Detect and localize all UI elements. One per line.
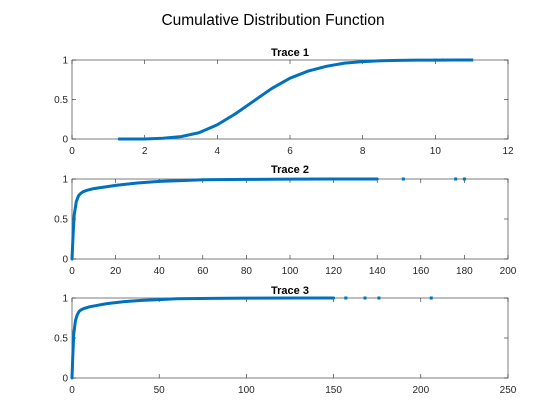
- trace-3-xtick-label: 50: [154, 385, 166, 396]
- trace-3-title: Trace 3: [271, 285, 309, 297]
- trace-1-xtick-label: 4: [215, 146, 221, 157]
- trace-2-data-point: [364, 177, 368, 181]
- trace-2-data-point: [332, 177, 336, 181]
- trace-1-data-point: [470, 58, 474, 62]
- trace-1-xtick-label: 12: [502, 146, 514, 157]
- trace-3-cdf-line: [70, 296, 336, 380]
- trace-3-data-point: [429, 296, 433, 300]
- trace-1-axes-box: [71, 59, 509, 140]
- trace-2-cdf-line: [70, 177, 379, 261]
- trace-1-data-point: [452, 58, 455, 62]
- trace-3-data-point: [377, 296, 381, 300]
- trace-2-data-point: [343, 177, 346, 181]
- trace-1-title: Trace 1: [271, 47, 309, 59]
- trace-2-xtick-label: 0: [69, 266, 75, 277]
- trace-3-data-point: [363, 296, 367, 300]
- trace-1-xtick-label: 10: [430, 146, 442, 157]
- trace-3-data-point: [297, 296, 301, 300]
- trace-3-xtick-label: 200: [412, 385, 429, 396]
- trace-2-ytick-label: 0.5: [54, 215, 68, 226]
- trace-2-xtick-label: 40: [154, 266, 166, 277]
- figure-title: Cumulative Distribution Function: [161, 12, 384, 29]
- trace-1-data-point: [441, 58, 445, 62]
- trace-2-panel: Trace 2 0 20 40 60 80 100 120 140 160 180 200 0 0.5 1: [54, 164, 517, 277]
- trace-3-panel: Trace 3 0 50 100 150 200 250 0 0.5 1: [54, 285, 517, 396]
- trace-1-data-point: [459, 58, 463, 62]
- trace-2-data-point: [310, 177, 314, 181]
- trace-2-xtick-label: 60: [197, 266, 209, 277]
- trace-3-xtick-label: 0: [69, 385, 75, 396]
- trace-1-panel: Trace 1 0 2 4 6 8 10 12 0 0.5 1: [54, 47, 514, 157]
- trace-2-xtick-label: 140: [369, 266, 386, 277]
- trace-2-data-point: [321, 177, 325, 181]
- trace-2-xtick-label: 80: [241, 266, 253, 277]
- trace-2-title: Trace 2: [271, 164, 309, 176]
- trace-2-xtick-label: 160: [412, 266, 429, 277]
- trace-1-data-point: [466, 58, 470, 62]
- trace-1-ytick-label: 1: [62, 56, 68, 67]
- trace-3-ytick-label: 1: [62, 294, 68, 305]
- trace-1-ytick-label: 0: [62, 135, 68, 146]
- trace-1-xtick-label: 2: [142, 146, 148, 157]
- trace-2-xtick-label: 200: [500, 266, 517, 277]
- trace-1-ytick-label: 0.5: [54, 95, 68, 106]
- trace-2-data-point: [462, 177, 466, 181]
- trace-3-axes-box: [71, 297, 509, 379]
- trace-3-xtick-label: 100: [238, 385, 255, 396]
- trace-2-ytick-label: 0: [62, 255, 68, 266]
- trace-2-ytick-label: 1: [62, 175, 68, 186]
- trace-3-ytick-label: 0.5: [54, 334, 68, 345]
- trace-3-ytick-label: 0: [62, 374, 68, 385]
- trace-2-data-point: [454, 177, 458, 181]
- trace-2-xtick-label: 20: [110, 266, 122, 277]
- trace-1-xtick-label: 8: [360, 146, 366, 157]
- trace-3-data-point: [344, 296, 348, 300]
- trace-3-xtick-label: 250: [500, 385, 517, 396]
- trace-3-xtick-label: 150: [325, 385, 342, 396]
- trace-1-cdf-line: [117, 58, 474, 141]
- trace-2-xtick-label: 120: [325, 266, 342, 277]
- trace-1-xtick-label: 6: [287, 146, 293, 157]
- trace-2-xtick-label: 180: [456, 266, 473, 277]
- trace-2-xtick-label: 100: [282, 266, 299, 277]
- trace-2-axes-box: [71, 178, 509, 260]
- trace-3-data-point: [323, 296, 327, 300]
- trace-1-data-point: [433, 58, 437, 62]
- trace-1-xtick-label: 0: [69, 146, 75, 157]
- trace-2-data-point: [401, 177, 405, 181]
- trace-3-data-point: [314, 296, 318, 300]
